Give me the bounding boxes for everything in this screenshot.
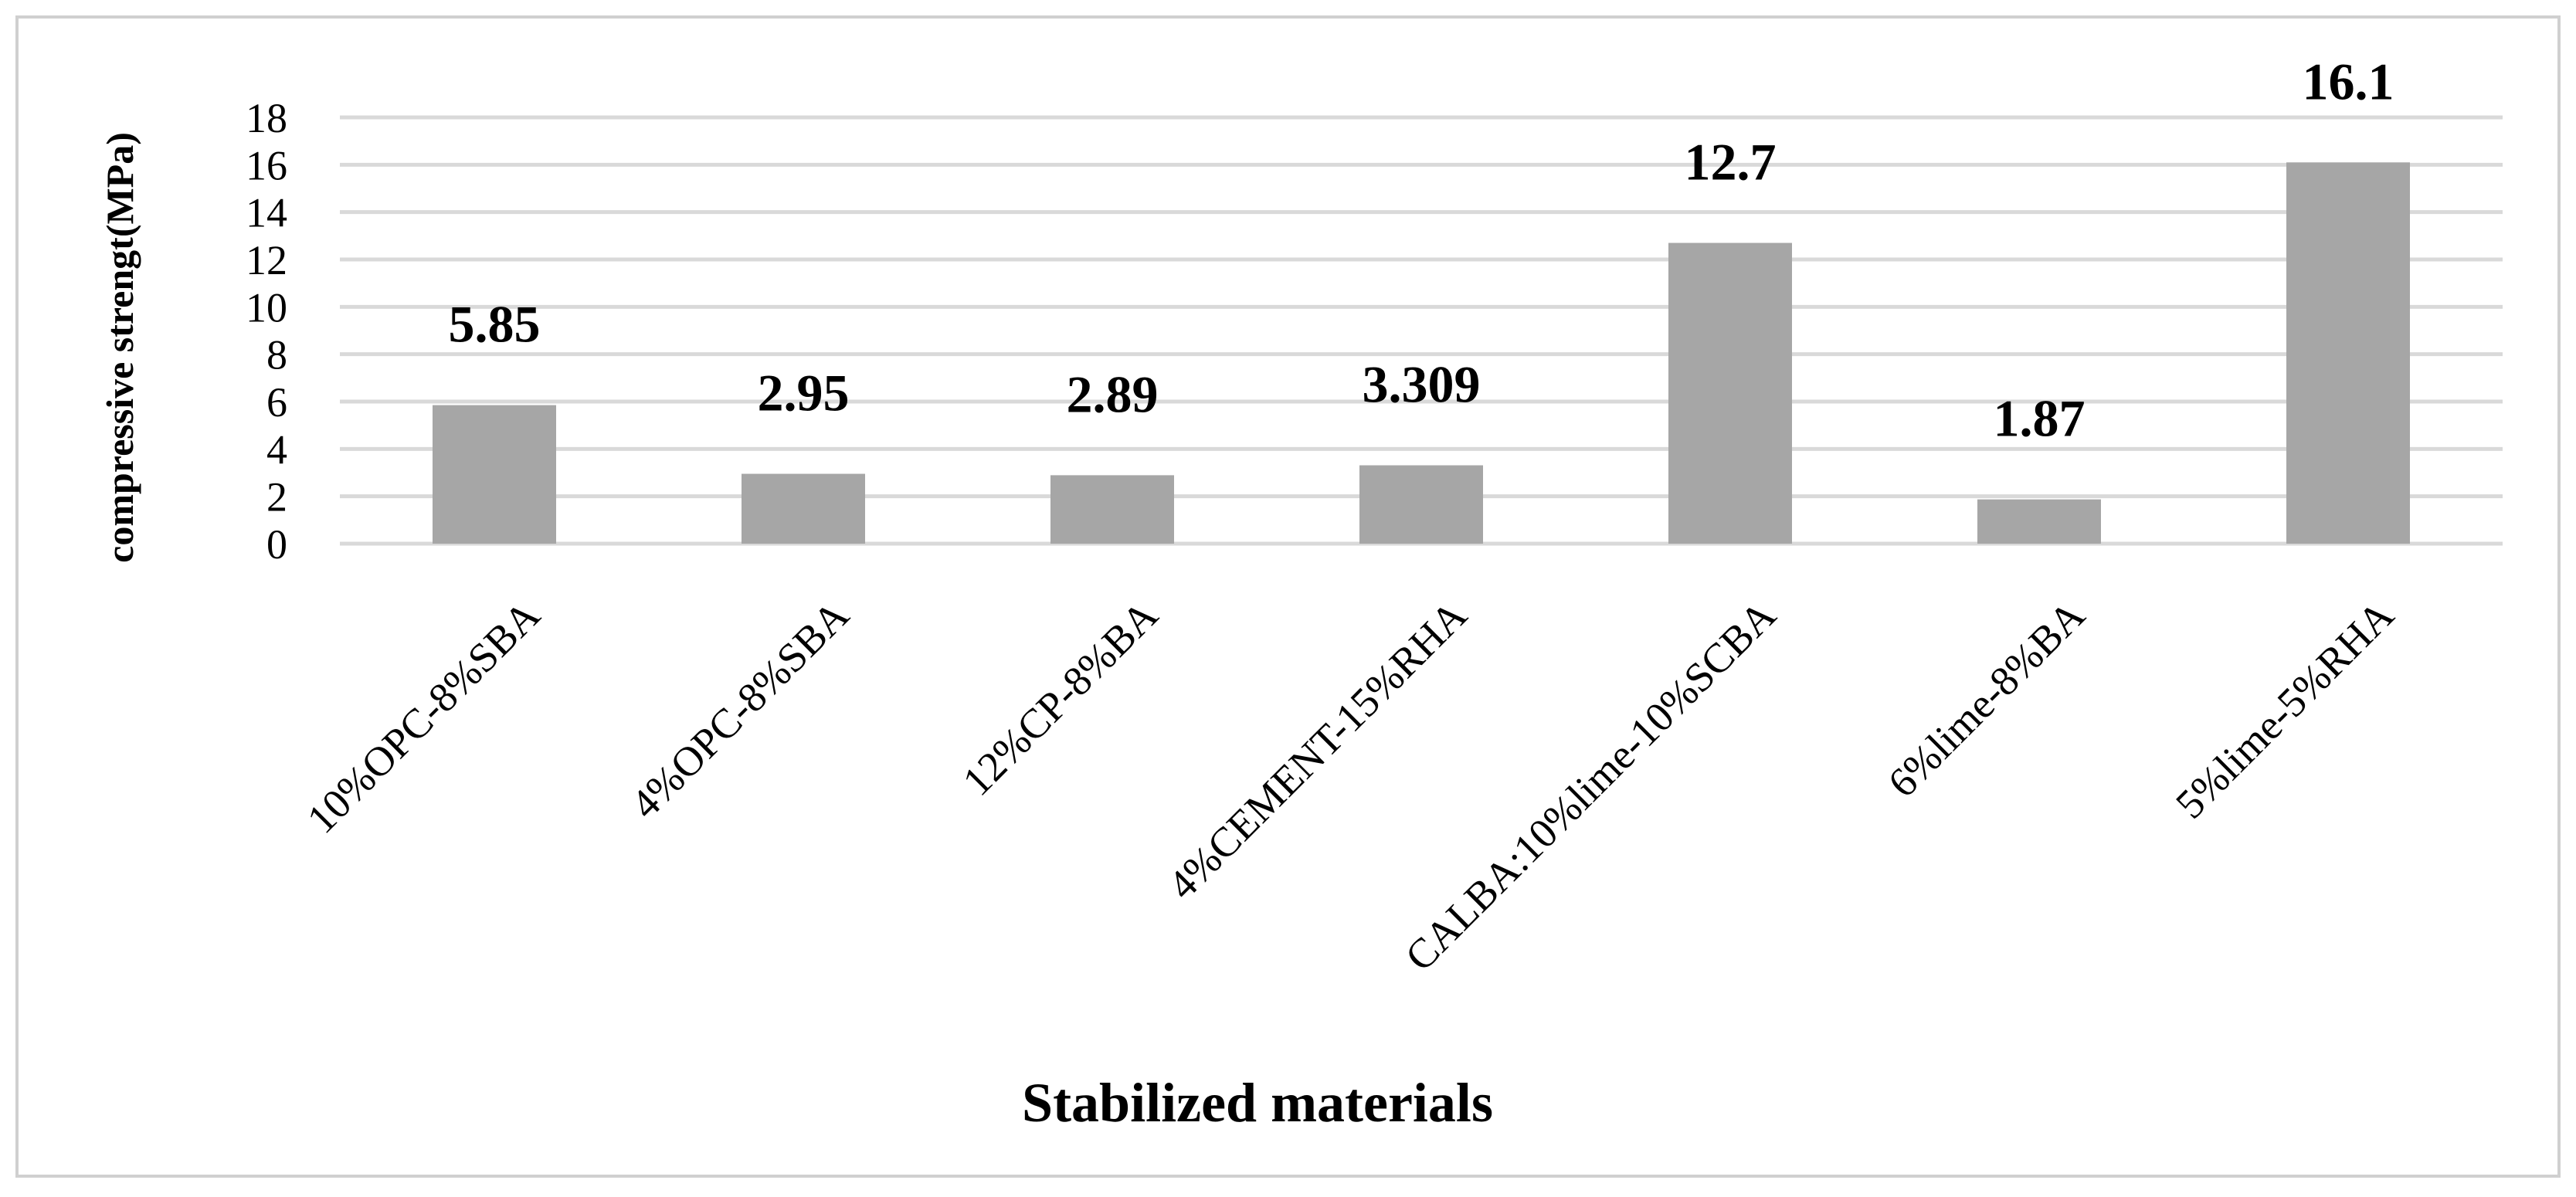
- y-tick-label: 16: [246, 142, 287, 188]
- y-tick-label: 10: [246, 284, 287, 331]
- gridlines: [340, 115, 2503, 546]
- bar: [1977, 499, 2101, 544]
- data-label: 16.1: [2303, 52, 2394, 110]
- x-axis-title: Stabilized materials: [1022, 1072, 1493, 1134]
- y-tick-label: 0: [266, 521, 287, 568]
- y-tick-label: 6: [266, 379, 287, 426]
- y-tick-label: 8: [266, 332, 287, 378]
- y-tick-label: 18: [246, 95, 287, 141]
- bars: [433, 162, 2410, 544]
- bar: [2286, 162, 2410, 544]
- y-tick-label: 4: [266, 426, 287, 473]
- bar: [1668, 242, 1792, 544]
- bar: [433, 405, 556, 544]
- bar: [1359, 465, 1483, 544]
- y-tick-label: 2: [266, 474, 287, 521]
- y-tick-label: 14: [246, 190, 287, 236]
- bar: [742, 473, 865, 544]
- data-label: 12.7: [1685, 133, 1777, 192]
- data-label: 2.89: [1067, 365, 1159, 423]
- y-tick-label: 12: [246, 237, 287, 283]
- data-label: 5.85: [449, 295, 541, 354]
- y-axis-title: compressive strengt(MPa): [98, 132, 141, 563]
- data-label: 2.95: [758, 364, 850, 422]
- data-label: 1.87: [1994, 389, 2086, 448]
- data-label: 3.309: [1363, 355, 1481, 414]
- chart-border: [15, 15, 2561, 1178]
- data-labels: 5.85 2.95 2.89 3.309 12.7 1.87 16.1: [449, 52, 2394, 447]
- bar: [1050, 475, 1174, 544]
